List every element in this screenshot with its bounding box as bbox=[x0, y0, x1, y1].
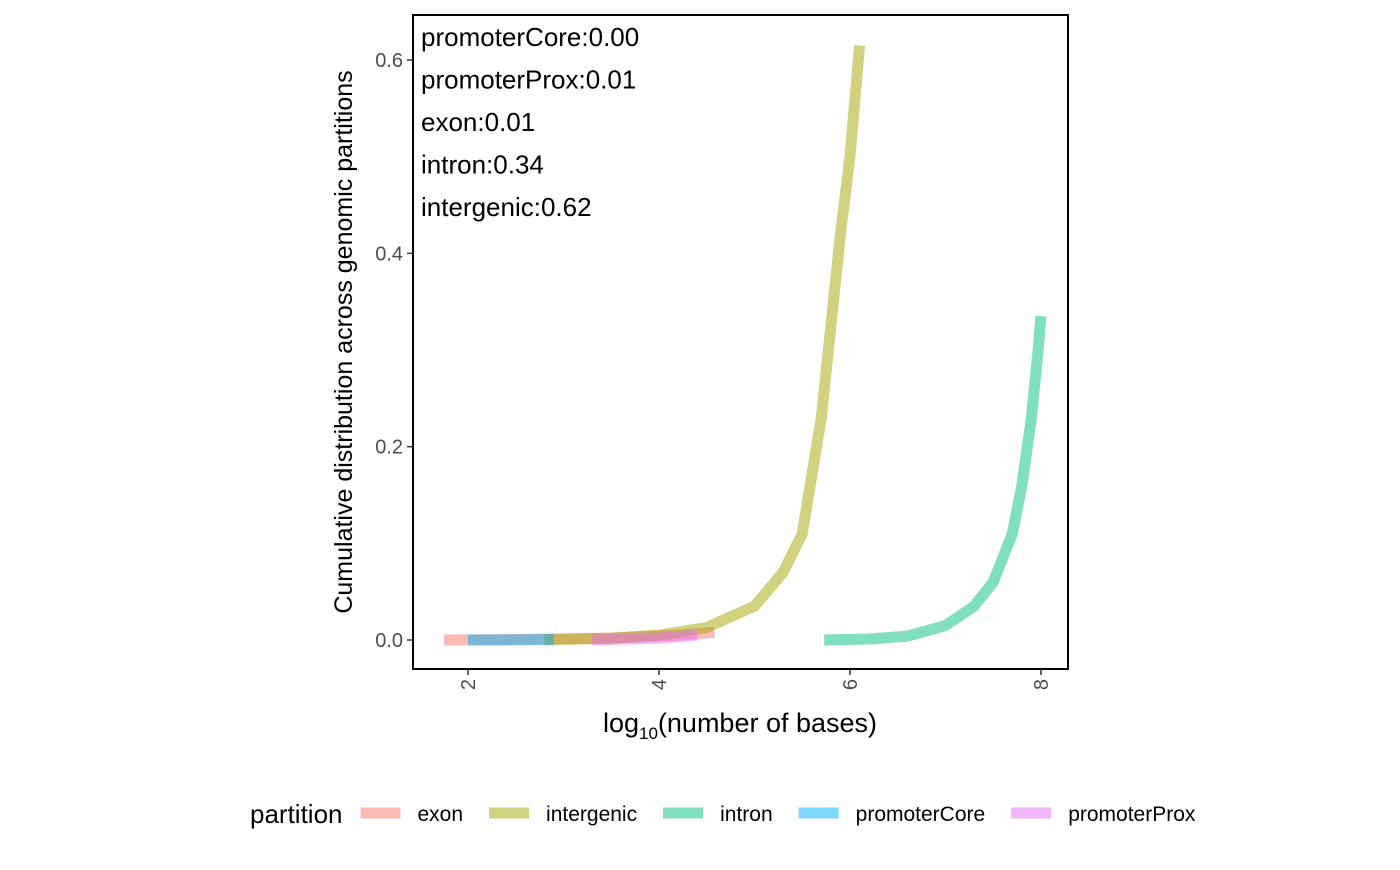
y-tick-label: 0.2 bbox=[375, 437, 403, 459]
y-axis-label: Cumulative distribution across genomic p… bbox=[330, 70, 358, 613]
y-tick-label: 0.4 bbox=[375, 243, 403, 265]
x-axis-label: log10(number of bases) bbox=[603, 708, 877, 743]
x-tick-label: 4 bbox=[649, 679, 671, 690]
legend-label: intergenic bbox=[546, 803, 637, 826]
annotation: promoterProx:0.01 bbox=[421, 65, 636, 95]
series-line bbox=[824, 316, 1041, 640]
x-tick-label: 8 bbox=[1031, 679, 1053, 690]
legend: partition exon intergenic intron promoterCor… bbox=[250, 799, 1196, 829]
annotation: intron:0.34 bbox=[421, 150, 544, 180]
annotation: exon:0.01 bbox=[421, 107, 535, 137]
legend-label: intron bbox=[720, 803, 773, 826]
legend-label: promoterCore bbox=[856, 803, 986, 826]
series-line bbox=[544, 46, 859, 640]
legend-label: promoterProx bbox=[1068, 803, 1196, 826]
annotation: intergenic:0.62 bbox=[421, 192, 592, 222]
x-tick-label: 2 bbox=[458, 679, 480, 690]
y-tick-label: 0.6 bbox=[375, 50, 403, 72]
annotation: promoterCore:0.00 bbox=[421, 22, 639, 52]
legend-title: partition bbox=[250, 799, 343, 829]
series-line bbox=[592, 635, 697, 640]
x-tick-label: 6 bbox=[840, 679, 862, 690]
x-label-part: log bbox=[603, 708, 639, 738]
legend-label: exon bbox=[418, 803, 464, 826]
x-label-part: (number of bases) bbox=[658, 708, 877, 738]
y-tick-label: 0.0 bbox=[375, 630, 403, 652]
x-label-sub: 10 bbox=[639, 724, 658, 743]
